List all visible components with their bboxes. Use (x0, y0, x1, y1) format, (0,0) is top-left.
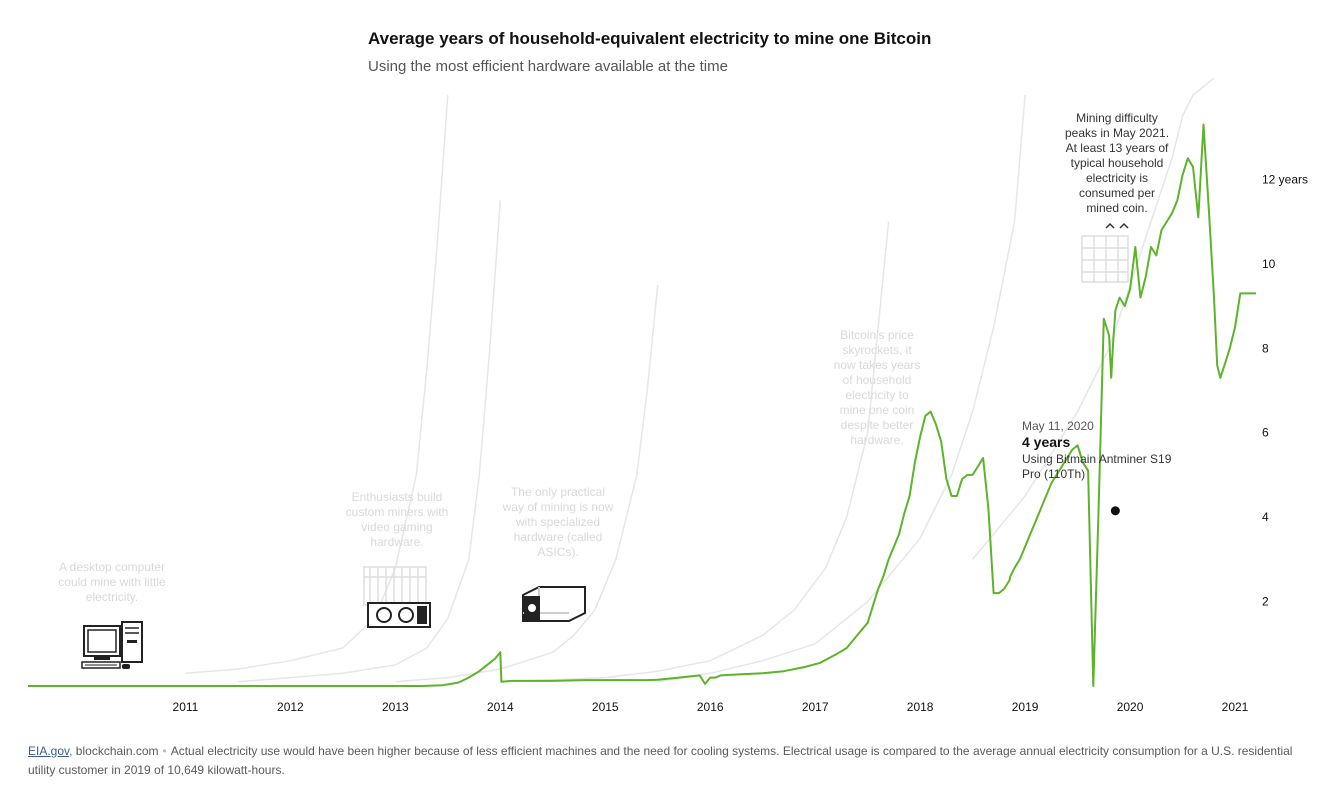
point-annotation-date: May 11, 2020 (1022, 419, 1094, 433)
point-annotation-value: 4 years (1022, 434, 1070, 450)
chart-footer: EIA.gov, blockchain.com • Actual electrici… (28, 742, 1298, 780)
x-tick-2012: 2012 (277, 700, 304, 714)
y-tick-2: 2 (1262, 595, 1269, 609)
faded-annotation-asic-line-2: way of mining is now (502, 500, 614, 514)
faded-annotation-desktop-line-2: could mine with little (58, 575, 166, 589)
faded-annotation-asic-line-1: The only practical (511, 485, 605, 499)
footer-separator: • (162, 744, 167, 758)
chart-subtitle: Using the most efficient hardware availa… (368, 58, 728, 75)
faded-annotation-asic-line-3: with specialized (515, 515, 600, 529)
faded-annotation-price-line-6: mine one coin (840, 403, 915, 417)
desktop-computer-icon (81, 621, 143, 669)
ghost-line-6 (972, 77, 1215, 560)
faded-annotation-asic-line-5: ASICs). (537, 545, 578, 559)
server-rack-icon (1081, 222, 1129, 283)
asic-miner-icon (522, 586, 586, 622)
chart-title: Average years of household-equivalent el… (368, 29, 932, 48)
source-text: , blockchain.com (69, 744, 159, 758)
peak-annotation-line-6: consumed per (1079, 186, 1155, 200)
series-line-1 (28, 123, 1256, 687)
faded-annotation-price-line-8: hardware. (850, 433, 903, 447)
x-tick-2017: 2017 (802, 700, 829, 714)
axes-layer: 2011 2012 2013 2014 2015 2016 2017 2018 2019 2020… (173, 172, 1309, 714)
faded-annotation-desktop-line-3: electricity. (86, 590, 138, 604)
faded-annotation-price-line-4: of household (843, 373, 912, 387)
source-link[interactable]: EIA.gov (28, 744, 70, 758)
x-tick-2014: 2014 (487, 700, 514, 714)
y-tick-4: 4 (1262, 510, 1269, 524)
peak-annotation: Mining difficulty peaks in May 2021. At … (1065, 111, 1169, 215)
annotation-point-marker (1110, 506, 1120, 516)
peak-annotation-line-4: typical household (1071, 156, 1164, 170)
footer-note: Actual electricity use would have been h… (28, 744, 1293, 777)
y-tick-8: 8 (1262, 341, 1269, 355)
point-annotation-line-2: Pro (110Th) (1022, 467, 1085, 481)
ghost-line-2 (237, 200, 502, 683)
y-tick-6: 6 (1262, 426, 1269, 440)
ghost-line-3 (395, 284, 659, 683)
peak-annotation-line-2: peaks in May 2021. (1065, 126, 1169, 140)
faded-annotation-price-line-2: skyrockets, it (842, 343, 912, 357)
x-tick-2013: 2013 (382, 700, 409, 714)
green-line-layer (28, 123, 1256, 687)
x-tick-2020: 2020 (1117, 700, 1144, 714)
peak-annotation-line-5: electricity is (1086, 171, 1148, 185)
faded-annotation-price-line-5: electricity to (845, 388, 909, 402)
gpu-mining-rig-icon (363, 566, 431, 628)
y-tick-10: 10 (1262, 257, 1276, 271)
faded-annotation-price-line-7: despite better (841, 418, 914, 432)
faded-annotation-custom-line-4: hardware. (370, 535, 423, 549)
y-tick-12: 12 years (1262, 172, 1308, 186)
faded-annotation-price-line-1: Bitcoin's price (840, 328, 914, 342)
ghost-lines-layer (185, 77, 1215, 683)
ghost-line-5 (657, 94, 1026, 683)
faded-annotation-asic-line-4: hardware (called (514, 530, 603, 544)
faded-annotation-custom-line-2: custom miners with (346, 505, 449, 519)
faded-annotation-desktop-line-1: A desktop computer (59, 560, 165, 574)
faded-annotation-price-line-3: now takes years (834, 358, 921, 372)
x-tick-2018: 2018 (907, 700, 934, 714)
peak-annotation-line-1: Mining difficulty (1076, 111, 1158, 125)
faded-annotation-custom-line-1: Enthusiasts build (352, 490, 443, 504)
peak-annotation-line-3: At least 13 years of (1066, 141, 1169, 155)
point-annotation-line-1: Using Bitmain Antminer S19 (1022, 452, 1172, 466)
ghost-line-1 (185, 94, 449, 675)
ghost-line-4 (500, 221, 890, 683)
x-tick-2021: 2021 (1222, 700, 1249, 714)
x-tick-2015: 2015 (592, 700, 619, 714)
x-tick-2016: 2016 (697, 700, 724, 714)
x-tick-2019: 2019 (1012, 700, 1039, 714)
point-annotation: May 11, 2020 4 years Using Bitmain Antmi… (1022, 419, 1172, 516)
peak-annotation-line-7: mined coin. (1086, 201, 1147, 215)
x-tick-2011: 2011 (173, 700, 199, 714)
faded-annotation-custom-line-3: video gaming (361, 520, 432, 534)
